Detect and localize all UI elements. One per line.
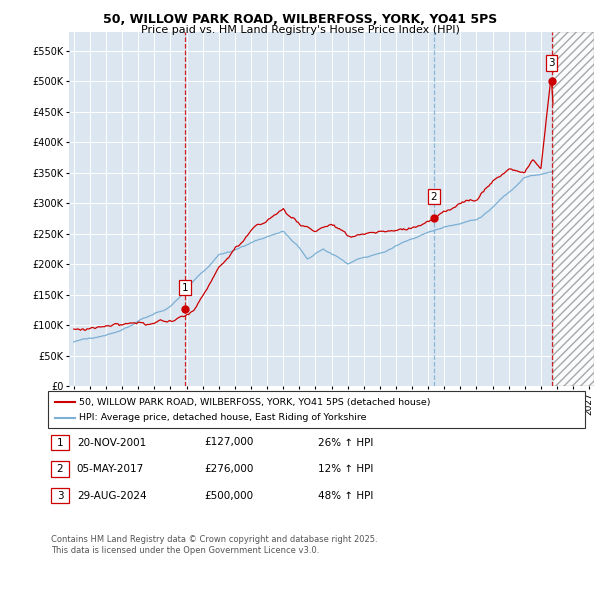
Text: Contains HM Land Registry data © Crown copyright and database right 2025.
This d: Contains HM Land Registry data © Crown c…	[51, 535, 377, 555]
Text: 3: 3	[548, 58, 555, 68]
Text: HPI: Average price, detached house, East Riding of Yorkshire: HPI: Average price, detached house, East…	[79, 413, 367, 422]
Text: £276,000: £276,000	[204, 464, 253, 474]
Text: Price paid vs. HM Land Registry's House Price Index (HPI): Price paid vs. HM Land Registry's House …	[140, 25, 460, 35]
Text: 2: 2	[56, 464, 64, 474]
Text: 1: 1	[56, 438, 64, 447]
Text: 1: 1	[182, 283, 188, 293]
Text: 50, WILLOW PARK ROAD, WILBERFOSS, YORK, YO41 5PS (detached house): 50, WILLOW PARK ROAD, WILBERFOSS, YORK, …	[79, 398, 431, 407]
Text: 50, WILLOW PARK ROAD, WILBERFOSS, YORK, YO41 5PS: 50, WILLOW PARK ROAD, WILBERFOSS, YORK, …	[103, 13, 497, 26]
Text: 2: 2	[430, 192, 437, 202]
Text: 26% ↑ HPI: 26% ↑ HPI	[318, 438, 373, 447]
Text: 29-AUG-2024: 29-AUG-2024	[77, 491, 146, 500]
Text: 3: 3	[56, 491, 64, 500]
Text: £127,000: £127,000	[204, 438, 253, 447]
Bar	[553, 32, 594, 386]
Text: 12% ↑ HPI: 12% ↑ HPI	[318, 464, 373, 474]
Text: £500,000: £500,000	[204, 491, 253, 500]
Text: 20-NOV-2001: 20-NOV-2001	[77, 438, 146, 447]
Text: 48% ↑ HPI: 48% ↑ HPI	[318, 491, 373, 500]
Text: 05-MAY-2017: 05-MAY-2017	[77, 464, 144, 474]
